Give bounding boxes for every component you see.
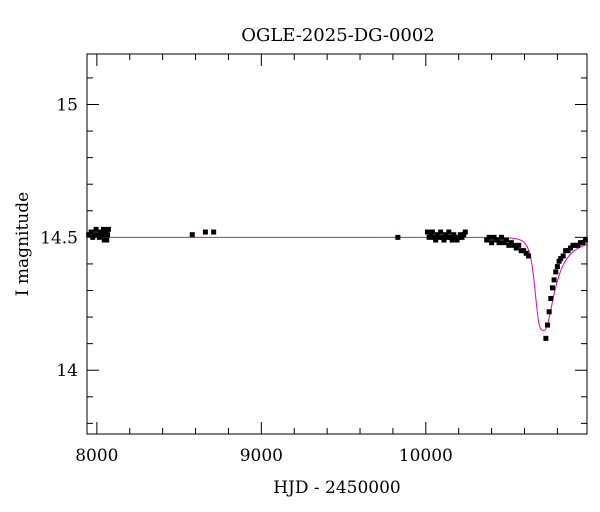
data-point	[553, 269, 559, 275]
data-point	[95, 232, 101, 238]
data-point	[433, 237, 439, 243]
data-point	[451, 232, 457, 238]
x-tick-label: 10000	[399, 446, 453, 466]
y-axis-label: I magnitude	[13, 192, 33, 296]
data-point	[456, 234, 462, 240]
data-point	[523, 250, 529, 256]
x-tick-labels: 8000 9000 10000	[75, 446, 453, 466]
data-point	[441, 237, 447, 243]
data-point	[428, 232, 434, 238]
data-point	[549, 285, 555, 291]
y-tick-label: 14	[56, 361, 78, 381]
data-point	[189, 232, 195, 238]
data-point	[100, 226, 106, 232]
data-point	[105, 226, 111, 232]
observations-layer	[86, 226, 588, 341]
data-point	[560, 253, 566, 259]
x-tick-label: 8000	[75, 446, 118, 466]
data-point	[86, 232, 92, 238]
data-point	[543, 335, 549, 341]
data-point	[494, 237, 500, 243]
data-point	[489, 240, 495, 246]
data-point	[556, 258, 562, 264]
data-point	[104, 237, 110, 243]
x-axis-label: HJD - 2450000	[273, 478, 401, 498]
data-point	[548, 295, 554, 301]
data-point	[501, 240, 507, 246]
data-point	[449, 237, 455, 243]
data-point	[545, 322, 551, 328]
y-tick-label: 15	[56, 95, 78, 115]
data-point	[91, 232, 97, 238]
data-point	[103, 229, 109, 235]
data-point	[88, 229, 94, 235]
chart-title: OGLE-2025-DG-0002	[241, 25, 435, 46]
x-tick-label: 9000	[240, 446, 283, 466]
data-point	[506, 242, 512, 248]
data-point	[105, 232, 111, 238]
data-point	[503, 237, 509, 243]
data-point	[96, 234, 102, 240]
data-point	[513, 245, 519, 251]
data-point	[395, 234, 401, 240]
data-point	[496, 240, 502, 246]
data-point	[511, 242, 517, 248]
data-point	[508, 240, 514, 246]
data-point	[443, 232, 449, 238]
data-point	[454, 237, 460, 243]
data-point	[554, 264, 560, 270]
data-point	[498, 234, 504, 240]
data-point	[439, 234, 445, 240]
data-point	[521, 248, 527, 254]
data-point	[526, 253, 532, 259]
data-point	[491, 234, 497, 240]
data-point	[438, 229, 444, 235]
data-point	[582, 237, 588, 243]
data-point	[575, 242, 581, 248]
plot-frame	[86, 53, 588, 435]
data-point	[426, 234, 432, 240]
data-point	[568, 245, 574, 251]
data-point	[100, 232, 106, 238]
data-point	[461, 232, 467, 238]
data-point	[546, 309, 552, 315]
data-point	[202, 229, 208, 235]
data-point	[431, 234, 437, 240]
data-point	[462, 229, 468, 235]
model-curve-layer	[87, 236, 588, 331]
data-point	[444, 234, 450, 240]
data-point	[424, 229, 430, 235]
data-point	[459, 234, 465, 240]
data-point	[565, 248, 571, 254]
data-point	[434, 232, 440, 238]
data-point	[436, 234, 442, 240]
y-tick-labels: 14 14.5 15	[40, 95, 78, 381]
data-point	[429, 229, 435, 235]
y-tick-label: 14.5	[40, 228, 78, 248]
data-point	[446, 229, 452, 235]
data-point	[558, 256, 564, 262]
data-point	[452, 234, 458, 240]
model-curve	[87, 236, 588, 331]
data-point	[551, 277, 557, 283]
data-point	[93, 226, 99, 232]
data-point	[580, 240, 586, 246]
data-point	[90, 234, 96, 240]
data-point	[457, 232, 463, 238]
data-point	[516, 242, 522, 248]
data-point	[486, 234, 492, 240]
data-point	[98, 229, 104, 235]
data-point	[484, 237, 490, 243]
data-point	[447, 234, 453, 240]
data-point	[211, 229, 217, 235]
